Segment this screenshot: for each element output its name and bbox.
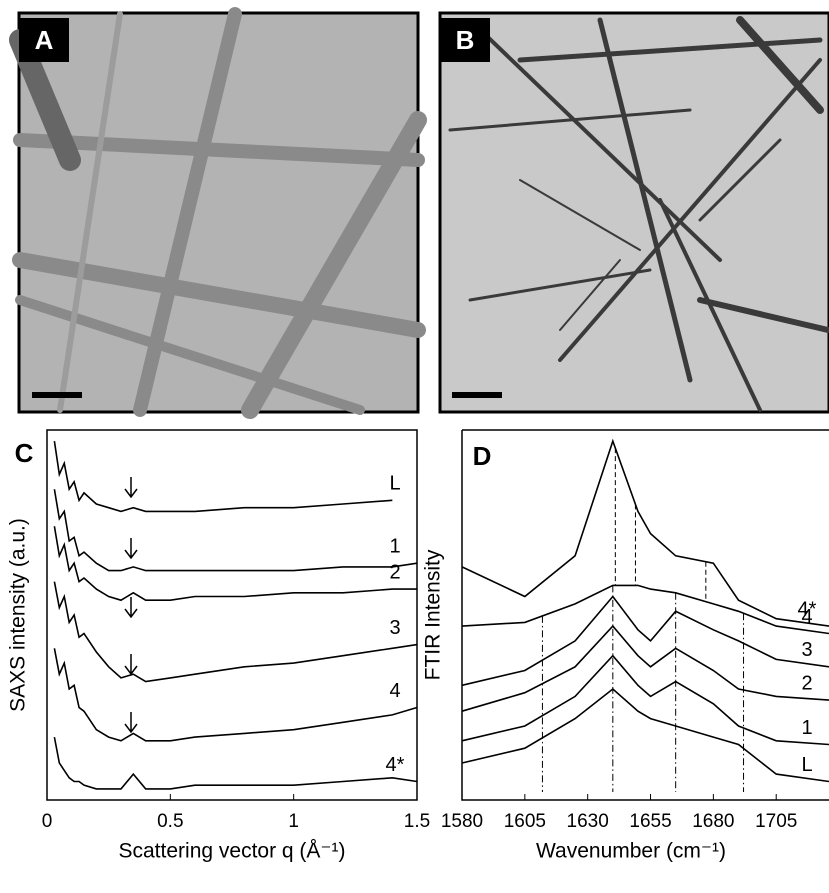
series-line xyxy=(461,595,829,687)
series-label: 3 xyxy=(801,639,812,661)
peak-arrows xyxy=(124,477,138,734)
series-line xyxy=(461,687,829,783)
series-line xyxy=(53,440,393,513)
micrograph-a: A xyxy=(9,7,427,419)
image-frame xyxy=(438,11,829,414)
y-axis-title: FTIR Intensity xyxy=(422,549,445,680)
x-tick-label: 1655 xyxy=(629,811,671,832)
x-tick-label: 0 xyxy=(42,811,53,832)
panel-label: D xyxy=(473,441,492,471)
series-line xyxy=(53,736,418,790)
x-tick-label: 1630 xyxy=(567,811,609,832)
series-label: 4 xyxy=(801,606,812,628)
x-tick-label: 1680 xyxy=(692,811,734,832)
series-label: L xyxy=(801,754,812,776)
micrograph-b: B xyxy=(438,11,829,414)
series-line xyxy=(53,526,417,602)
series-label: L xyxy=(389,473,400,495)
series-line xyxy=(461,438,829,627)
series-label: 4 xyxy=(389,680,400,702)
x-axis-title: Scattering vector q (Å⁻¹) xyxy=(119,840,346,863)
x-tick-label: 1 xyxy=(288,811,299,832)
series-label: 4* xyxy=(386,754,405,776)
series-label: 1 xyxy=(801,717,812,739)
panel-label: C xyxy=(15,438,34,468)
series-line xyxy=(53,581,418,683)
x-tick-label: 1605 xyxy=(504,811,546,832)
scale-bar xyxy=(452,392,502,398)
series-label: 1 xyxy=(389,535,400,557)
scale-bar xyxy=(32,392,82,398)
panel-label: A xyxy=(35,25,54,55)
x-tick-label: 1705 xyxy=(755,811,797,832)
label-box xyxy=(440,18,490,62)
x-tick-label: 0.5 xyxy=(157,811,183,832)
crystals xyxy=(448,16,829,412)
x-tick-label: 1580 xyxy=(441,811,483,832)
series-label: 2 xyxy=(389,561,400,583)
series-line xyxy=(461,584,829,635)
plot-frame xyxy=(46,429,418,801)
fibrils xyxy=(9,7,427,419)
x-tick-label: 1.5 xyxy=(404,811,430,832)
plot-frame xyxy=(461,429,829,801)
series-line xyxy=(53,648,418,742)
panel-label: B xyxy=(456,25,475,55)
label-box xyxy=(19,18,69,62)
y-axis-title: SAXS intensity (a.u.) xyxy=(7,518,30,712)
series-label: 3 xyxy=(389,617,400,639)
series-line xyxy=(461,624,829,712)
series-label: 4* xyxy=(798,598,817,620)
series-line xyxy=(53,489,418,572)
series-label: 2 xyxy=(801,672,812,694)
x-axis-title: Wavenumber (cm⁻¹) xyxy=(536,840,726,863)
series-line xyxy=(461,654,829,746)
